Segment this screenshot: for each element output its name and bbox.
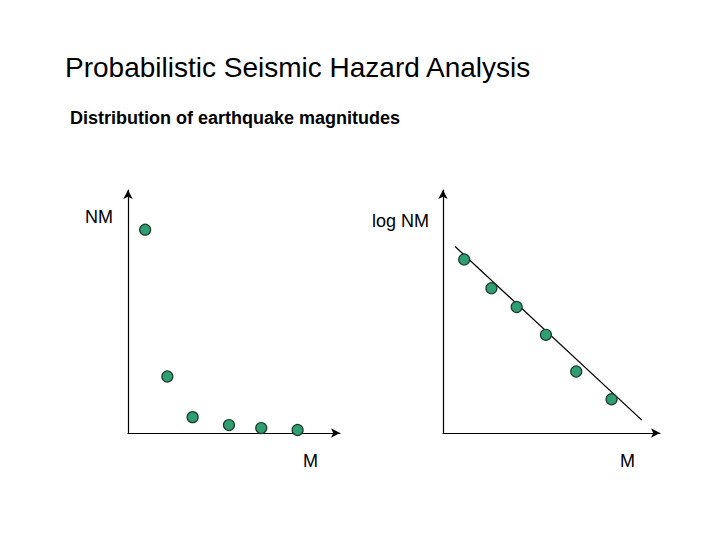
svg-text:NM: NM	[85, 207, 113, 227]
svg-text:log NM: log NM	[372, 211, 429, 231]
svg-text:M: M	[620, 451, 635, 471]
svg-text:Probabilistic Seismic Hazard A: Probabilistic Seismic Hazard Analysis	[65, 52, 530, 83]
svg-text:Distribution of earthquake mag: Distribution of earthquake magnitudes	[70, 108, 400, 128]
svg-text:M: M	[303, 451, 318, 471]
